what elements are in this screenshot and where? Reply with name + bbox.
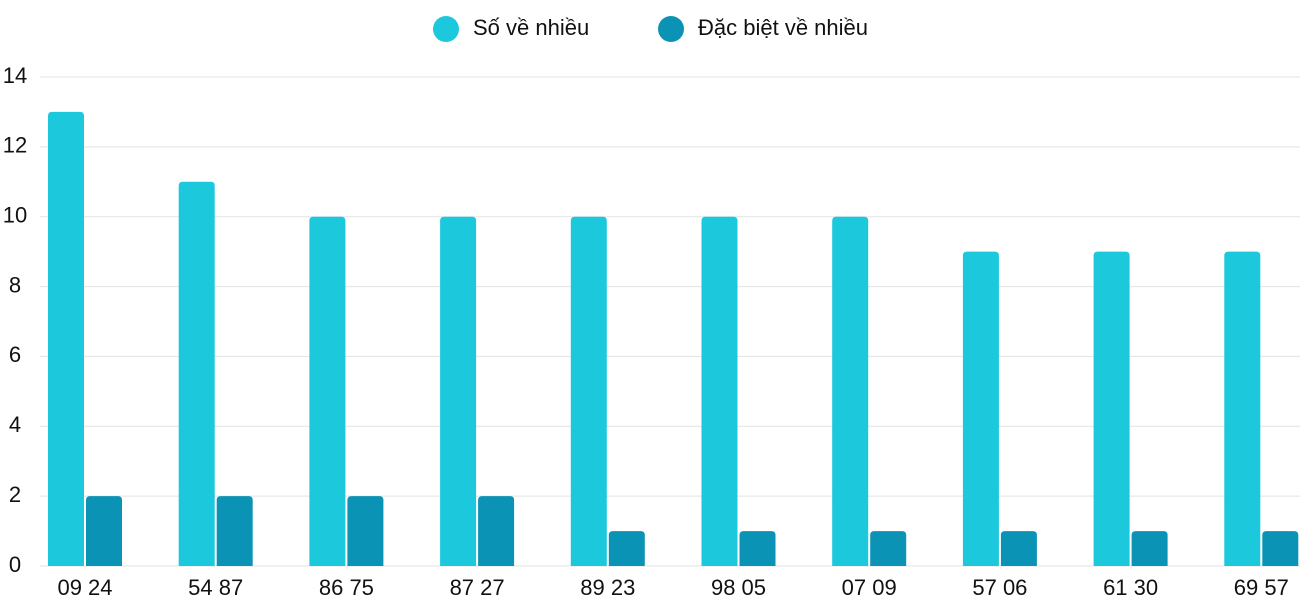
y-tick-label: 12 (3, 133, 27, 158)
bar (701, 216, 738, 566)
bar (1131, 531, 1168, 566)
bar (48, 111, 84, 566)
bar (870, 531, 907, 566)
x-tick-label: 87 27 (450, 575, 505, 600)
x-tick-label: 54 87 (188, 575, 243, 600)
legend-swatch (433, 16, 459, 42)
y-tick-label: 6 (9, 342, 21, 367)
bar (86, 496, 122, 566)
bar (178, 181, 215, 567)
x-tick-label: 07 09 (842, 575, 897, 600)
x-tick-label: 09 24 (57, 575, 112, 600)
y-tick-label: 4 (9, 412, 21, 437)
x-tick-label: 98 05 (711, 575, 766, 600)
bar (440, 216, 477, 566)
bar (1000, 531, 1037, 566)
y-tick-label: 0 (9, 552, 21, 577)
x-tick-label: 57 06 (972, 575, 1027, 600)
y-tick-label: 10 (3, 203, 27, 228)
x-tick-label: 69 57 (1234, 575, 1289, 600)
bar (1224, 251, 1261, 566)
x-tick-label: 89 23 (580, 575, 635, 600)
legend-label: Số về nhiều (473, 15, 589, 40)
bar (1093, 251, 1130, 566)
bar (309, 216, 346, 566)
legend-swatch (658, 16, 684, 42)
bar (347, 496, 384, 566)
bar (216, 496, 253, 566)
bar (570, 216, 607, 566)
bar (832, 216, 869, 566)
legend-label: Đặc biệt về nhiều (698, 15, 868, 40)
bar (962, 251, 999, 566)
y-tick-label: 8 (9, 272, 21, 297)
bar (478, 496, 515, 566)
bar (1262, 531, 1299, 566)
bar (608, 531, 645, 566)
x-tick-label: 61 30 (1103, 575, 1158, 600)
y-tick-label: 14 (3, 63, 27, 88)
bar (739, 531, 776, 566)
x-tick-label: 86 75 (319, 575, 374, 600)
y-tick-label: 2 (9, 482, 21, 507)
